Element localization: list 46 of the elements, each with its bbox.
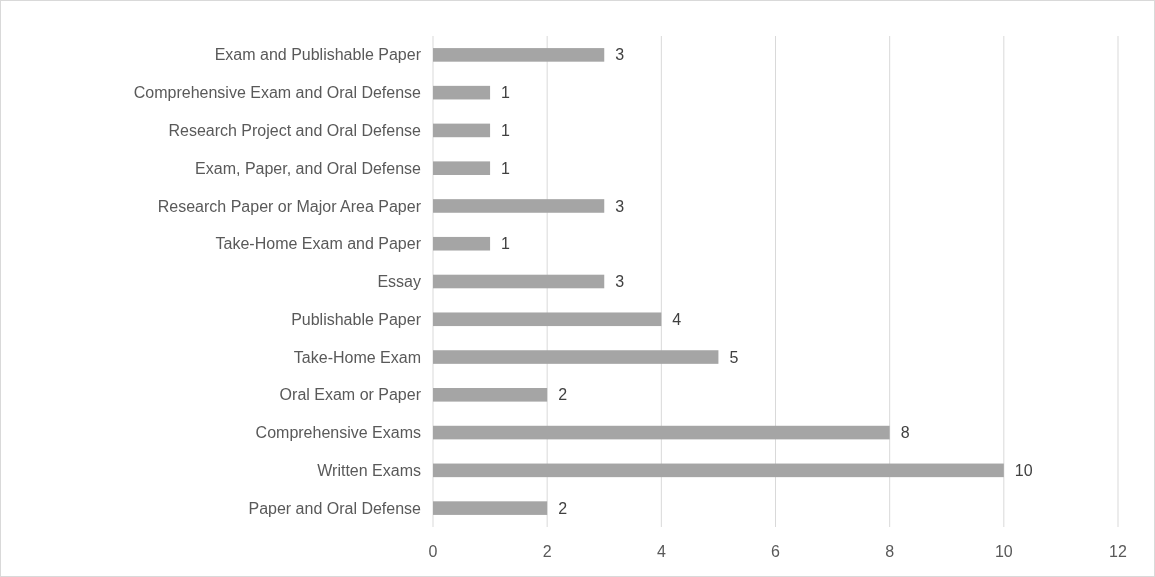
y-tick-label: Exam and Publishable Paper — [214, 46, 422, 64]
y-tick-label: Publishable Paper — [291, 310, 422, 328]
bar — [433, 501, 548, 515]
x-tick-label: 0 — [428, 543, 438, 560]
y-tick-label: Comprehensive Exams — [255, 424, 421, 442]
bar — [433, 312, 662, 327]
bar — [433, 236, 491, 251]
data-label: 8 — [900, 424, 910, 442]
bar — [433, 463, 1004, 478]
x-tick-label: 6 — [771, 543, 781, 560]
data-label: 4 — [672, 310, 682, 328]
y-tick-label: Exam, Paper, and Oral Defense — [195, 159, 422, 177]
bar — [433, 199, 605, 213]
bar — [433, 123, 491, 138]
y-tick-label: Written Exams — [317, 461, 421, 479]
data-label: 3 — [615, 46, 625, 64]
data-label: 3 — [615, 273, 625, 291]
x-tick-label: 4 — [656, 543, 666, 560]
data-label: 2 — [558, 386, 568, 404]
y-tick-label: Take-Home Exam — [293, 348, 421, 366]
y-tick-label: Paper and Oral Defense — [248, 499, 422, 517]
data-label: 1 — [501, 159, 511, 177]
x-tick-label: 8 — [885, 543, 895, 560]
y-tick-label: Research Paper or Major Area Paper — [157, 197, 422, 215]
y-tick-label: Essay — [377, 273, 421, 291]
bar — [433, 274, 605, 289]
x-tick-label: 12 — [1109, 543, 1127, 560]
y-tick-label: Take-Home Exam and Paper — [215, 235, 422, 253]
bar — [433, 48, 605, 62]
y-tick-label: Comprehensive Exam and Oral Defense — [133, 84, 422, 102]
data-label: 1 — [501, 235, 511, 253]
bar — [433, 85, 491, 100]
x-tick-label: 10 — [994, 543, 1013, 560]
bar — [433, 161, 491, 175]
y-tick-label: Oral Exam or Paper — [279, 386, 422, 404]
bar — [433, 388, 548, 402]
data-label: 3 — [615, 197, 625, 215]
data-label: 5 — [729, 348, 739, 366]
x-tick-label: 2 — [542, 543, 552, 560]
data-label: 2 — [558, 499, 568, 517]
bar — [433, 350, 719, 364]
bar — [433, 425, 890, 440]
data-label: 1 — [501, 84, 511, 102]
data-label: 10 — [1014, 461, 1033, 479]
data-label: 1 — [501, 122, 511, 140]
y-tick-label: Research Project and Oral Defense — [168, 122, 422, 140]
